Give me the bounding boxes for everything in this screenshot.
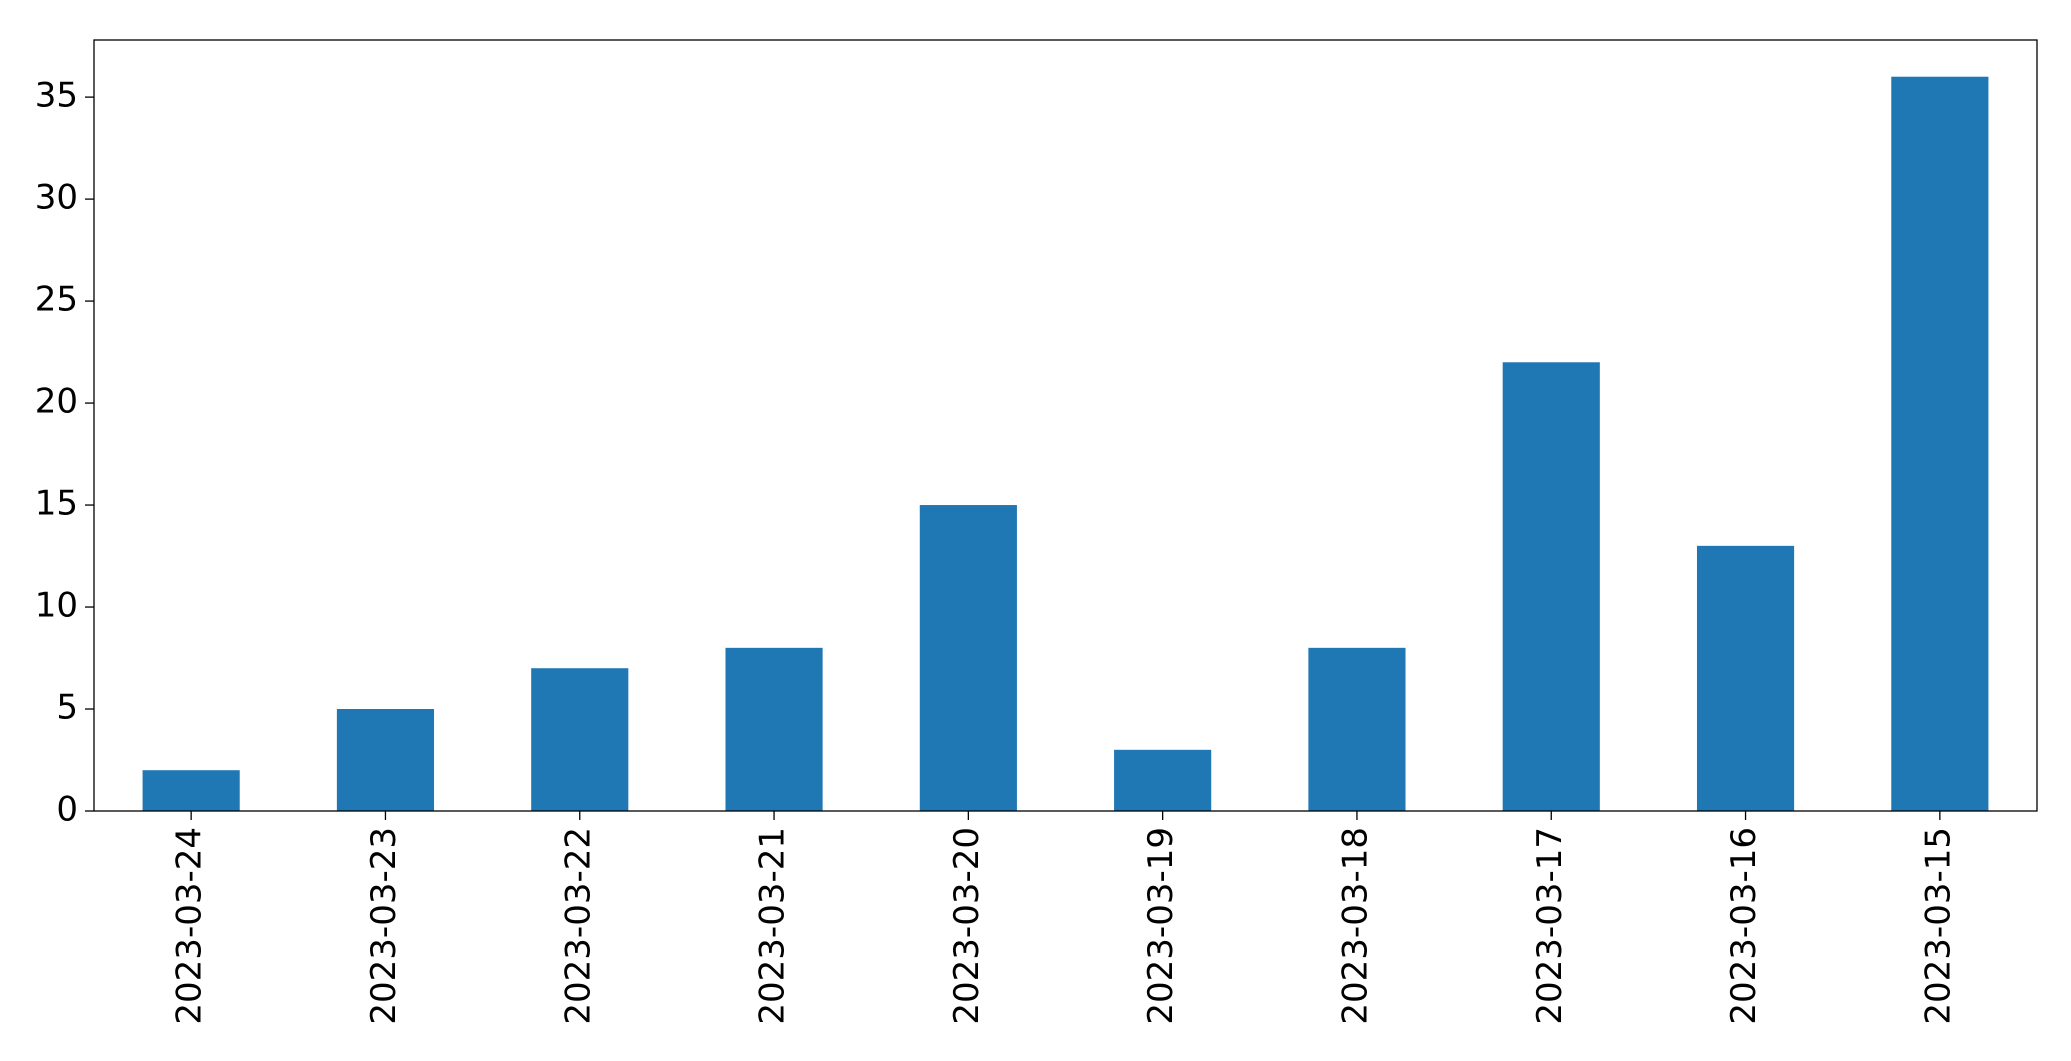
x-tick-label: 2023-03-24	[170, 827, 210, 1025]
bar	[1502, 362, 1600, 811]
y-tick-label: 10	[35, 586, 78, 626]
y-tick-label: 30	[35, 178, 78, 218]
x-tick-label: 2023-03-17	[1530, 827, 1570, 1025]
axes-frame	[93, 39, 2038, 812]
bar	[336, 709, 435, 811]
y-tick-label: 0	[56, 790, 78, 830]
x-tick-label: 2023-03-16	[1724, 827, 1764, 1025]
x-tick-label: 2023-03-23	[364, 827, 404, 1025]
y-tick-label: 35	[35, 76, 78, 116]
bar	[1696, 545, 1795, 811]
y-tick-label: 5	[56, 688, 78, 728]
bar	[531, 668, 629, 811]
x-tick-label: 2023-03-21	[753, 827, 793, 1025]
x-tick-label: 2023-03-22	[558, 827, 598, 1025]
y-tick-label: 25	[35, 280, 78, 320]
y-tick-label: 20	[35, 382, 78, 422]
y-tick-label: 15	[35, 484, 78, 524]
bar	[725, 647, 823, 811]
x-tick-label: 2023-03-19	[1141, 827, 1181, 1025]
x-tick-label: 2023-03-18	[1335, 827, 1375, 1025]
x-tick-label: 2023-03-15	[1918, 827, 1958, 1025]
bar	[142, 770, 240, 811]
bar	[1308, 647, 1406, 811]
bar	[1114, 749, 1212, 811]
x-tick-label: 2023-03-20	[947, 827, 987, 1025]
bar	[1891, 76, 1989, 811]
bar	[919, 505, 1017, 811]
